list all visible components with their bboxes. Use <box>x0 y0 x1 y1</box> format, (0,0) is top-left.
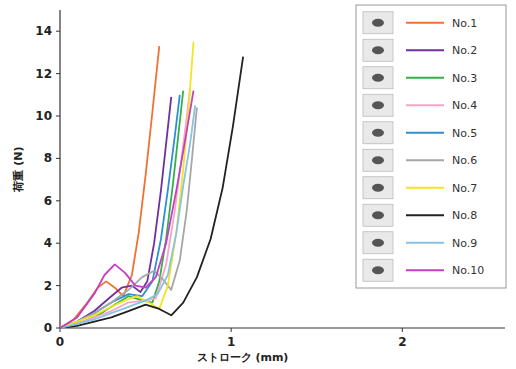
y-tick <box>56 73 60 74</box>
y-tick <box>56 328 60 329</box>
y-tick-label: 10 <box>35 109 52 123</box>
legend-thumbnail <box>363 232 393 254</box>
series-line <box>60 42 194 328</box>
y-axis <box>59 10 60 328</box>
y-axis-title: 荷重 (N) <box>12 146 25 192</box>
legend-thumbnail-item <box>372 184 384 192</box>
x-tick-label: 0 <box>56 335 64 349</box>
y-tick <box>56 116 60 117</box>
y-tick-label: 14 <box>35 24 52 38</box>
legend-thumbnail-item <box>372 19 384 27</box>
legend-thumbnail <box>363 204 393 226</box>
y-tick-label: 6 <box>44 194 52 208</box>
legend-swatch <box>406 214 444 216</box>
legend-swatch <box>406 77 444 79</box>
legend-thumbnail <box>363 149 393 171</box>
legend-swatch <box>406 132 444 134</box>
legend-label: No.3 <box>452 72 477 85</box>
legend-thumbnail <box>363 177 393 199</box>
chart: 02468101214012ストローク (mm)荷重 (N)No.1No.2No… <box>0 0 516 369</box>
legend-label: No.8 <box>452 209 477 222</box>
y-tick <box>56 158 60 159</box>
legend-thumbnail-item <box>372 266 384 274</box>
series-line <box>60 57 243 328</box>
x-tick <box>231 328 232 332</box>
x-axis-title: ストローク (mm) <box>197 351 289 364</box>
x-tick-label: 1 <box>227 335 235 349</box>
legend-swatch <box>406 242 444 244</box>
legend-thumbnail-item <box>372 129 384 137</box>
x-tick-label: 2 <box>398 335 406 349</box>
legend-swatch <box>406 49 444 51</box>
y-tick <box>56 285 60 286</box>
legend-thumbnail <box>363 94 393 116</box>
legend-swatch <box>406 22 444 24</box>
x-axis <box>60 327 505 328</box>
y-tick-label: 4 <box>44 236 52 250</box>
legend-label: No.10 <box>452 264 484 277</box>
legend-label: No.5 <box>452 127 477 140</box>
legend-thumbnail-item <box>372 46 384 54</box>
legend-thumbnail <box>363 67 393 89</box>
legend-swatch <box>406 104 444 106</box>
legend-label: No.7 <box>452 182 477 195</box>
series-line <box>60 95 180 328</box>
legend-thumbnail <box>363 259 393 281</box>
y-tick <box>56 243 60 244</box>
legend-thumbnail-item <box>372 74 384 82</box>
legend-thumbnail <box>363 12 393 34</box>
y-tick <box>56 200 60 201</box>
legend-thumbnail-item <box>372 101 384 109</box>
series-line <box>60 108 197 328</box>
series-line <box>60 91 194 328</box>
x-tick <box>402 328 403 332</box>
y-tick-label: 8 <box>44 151 52 165</box>
legend-thumbnail-item <box>372 239 384 247</box>
legend-label: No.9 <box>452 237 477 250</box>
legend-thumbnail-item <box>372 211 384 219</box>
legend-label: No.1 <box>452 17 477 30</box>
y-tick-label: 2 <box>44 279 52 293</box>
plot-lines <box>60 42 243 328</box>
series-line <box>60 105 195 328</box>
legend-thumbnail <box>363 122 393 144</box>
legend-swatch <box>406 159 444 161</box>
legend-swatch <box>406 187 444 189</box>
y-tick-label: 12 <box>35 67 52 81</box>
legend-box <box>356 5 506 288</box>
y-tick <box>56 31 60 32</box>
legend-thumbnail-item <box>372 156 384 164</box>
x-tick <box>60 328 61 332</box>
legend-thumbnail <box>363 39 393 61</box>
legend-swatch <box>406 269 444 271</box>
legend-label: No.2 <box>452 44 477 57</box>
legend-label: No.6 <box>452 154 477 167</box>
legend-label: No.4 <box>452 99 477 112</box>
y-tick-label: 0 <box>44 321 52 335</box>
